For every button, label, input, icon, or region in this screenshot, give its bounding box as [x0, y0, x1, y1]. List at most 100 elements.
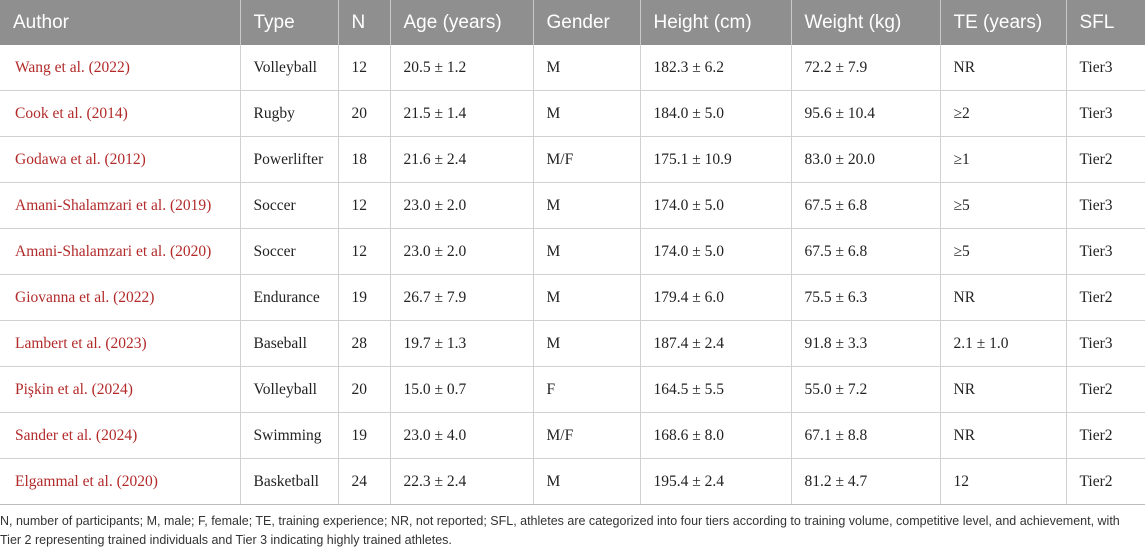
table-cell: 19.7 ± 1.3 [390, 320, 534, 367]
table-cell: 15.0 ± 0.7 [390, 366, 534, 413]
table-cell: Tier2 [1066, 136, 1145, 183]
table-cell: 168.6 ± 8.0 [640, 412, 792, 459]
table-row: Cook et al. (2014) Rugby 20 21.5 ± 1.4 M 184.… [0, 90, 1145, 137]
table-cell: 23.0 ± 4.0 [390, 412, 534, 459]
table-cell: F [533, 366, 641, 413]
table-cell: NR [940, 366, 1067, 413]
table-cell: 26.7 ± 7.9 [390, 274, 534, 321]
table-cell: 12 [338, 45, 391, 91]
table-cell: Rugby [240, 90, 339, 137]
table-cell: Tier3 [1066, 182, 1145, 229]
table-cell: Tier3 [1066, 90, 1145, 137]
table-row: Godawa et al. (2012) Powerlifter 18 21.6 ± … [0, 136, 1145, 183]
table-cell: 20 [338, 366, 391, 413]
table-cell: 23.0 ± 2.0 [390, 228, 534, 275]
column-header: Weight (kg) [791, 0, 941, 45]
table-cell: ≥2 [940, 90, 1067, 137]
header-row: Author Type N Age (years) Gender Height (cm) W… [0, 0, 1145, 45]
table-cell: 28 [338, 320, 391, 367]
column-header: N [338, 0, 391, 45]
table-cell: 175.1 ± 10.9 [640, 136, 792, 183]
table-cell: 18 [338, 136, 391, 183]
table-cell: 23.0 ± 2.0 [390, 182, 534, 229]
table-cell: 83.0 ± 20.0 [791, 136, 941, 183]
table-row: Sander et al. (2024) Swimming 19 23.0 ± 4.0… [0, 412, 1145, 459]
column-header: Author [0, 0, 241, 45]
table-cell: M [533, 320, 641, 367]
table-cell: M [533, 228, 641, 275]
table-cell: M [533, 458, 641, 505]
table-cell: 179.4 ± 6.0 [640, 274, 792, 321]
table-row: Amani-Shalamzari et al. (2020) Soccer 12 23… [0, 228, 1145, 275]
table-cell: ≥5 [940, 182, 1067, 229]
table-cell: NR [940, 45, 1067, 91]
table-cell: NR [940, 412, 1067, 459]
table-cell: 22.3 ± 2.4 [390, 458, 534, 505]
table-cell: M [533, 45, 641, 91]
table-cell: M [533, 274, 641, 321]
column-header: Age (years) [390, 0, 534, 45]
table-cell: M [533, 182, 641, 229]
author-link[interactable]: Giovanna et al. (2022) [0, 274, 241, 321]
table-cell: 2.1 ± 1.0 [940, 320, 1067, 367]
table-cell: Powerlifter [240, 136, 339, 183]
table-cell: 184.0 ± 5.0 [640, 90, 792, 137]
table-row: Lambert et al. (2023) Baseball 28 19.7 ± 1.… [0, 320, 1145, 367]
author-link[interactable]: Wang et al. (2022) [0, 45, 241, 91]
table-cell: 21.6 ± 2.4 [390, 136, 534, 183]
table-cell: 187.4 ± 2.4 [640, 320, 792, 367]
author-link[interactable]: Pişkin et al. (2024) [0, 366, 241, 413]
table-cell: 195.4 ± 2.4 [640, 458, 792, 505]
table-row: Pişkin et al. (2024) Volleyball 20 15.0 ± 0… [0, 366, 1145, 413]
table-cell: 67.1 ± 8.8 [791, 412, 941, 459]
table-cell: 19 [338, 412, 391, 459]
table-cell: Tier3 [1066, 45, 1145, 91]
table-cell: ≥1 [940, 136, 1067, 183]
table-cell: 20 [338, 90, 391, 137]
table-cell: 67.5 ± 6.8 [791, 228, 941, 275]
author-link[interactable]: Lambert et al. (2023) [0, 320, 241, 367]
table-cell: 20.5 ± 1.2 [390, 45, 534, 91]
table-cell: NR [940, 274, 1067, 321]
author-link[interactable]: Amani-Shalamzari et al. (2020) [0, 228, 241, 275]
author-link[interactable]: Elgammal et al. (2020) [0, 458, 241, 505]
table-cell: Baseball [240, 320, 339, 367]
table-cell: 19 [338, 274, 391, 321]
table-cell: 72.2 ± 7.9 [791, 45, 941, 91]
table-row: Elgammal et al. (2020) Basketball 24 22.3 ±… [0, 458, 1145, 505]
table-cell: 81.2 ± 4.7 [791, 458, 941, 505]
table-cell: Volleyball [240, 45, 339, 91]
table-cell: Volleyball [240, 366, 339, 413]
table-cell: Tier2 [1066, 366, 1145, 413]
table-cell: 67.5 ± 6.8 [791, 182, 941, 229]
author-link[interactable]: Cook et al. (2014) [0, 90, 241, 137]
column-header: Type [240, 0, 339, 45]
table-cell: 12 [940, 458, 1067, 505]
table-cell: Endurance [240, 274, 339, 321]
table-cell: 174.0 ± 5.0 [640, 228, 792, 275]
table-row: Wang et al. (2022) Volleyball 12 20.5 ± 1.2… [0, 45, 1145, 91]
table-row: Giovanna et al. (2022) Endurance 19 26.7 ± … [0, 274, 1145, 321]
table-cell: 91.8 ± 3.3 [791, 320, 941, 367]
table-cell: 55.0 ± 7.2 [791, 366, 941, 413]
table-footnote: N, number of participants; M, male; F, f… [0, 514, 1120, 547]
table-cell: Tier2 [1066, 274, 1145, 321]
table-row: Amani-Shalamzari et al. (2019) Soccer 12 23… [0, 182, 1145, 229]
author-link[interactable]: Amani-Shalamzari et al. (2019) [0, 182, 241, 229]
table-cell: 174.0 ± 5.0 [640, 182, 792, 229]
table-cell: Tier2 [1066, 412, 1145, 459]
table-cell: 75.5 ± 6.3 [791, 274, 941, 321]
table-cell: Swimming [240, 412, 339, 459]
table-cell: M/F [533, 136, 641, 183]
table-cell: 21.5 ± 1.4 [390, 90, 534, 137]
table-cell: Tier3 [1066, 320, 1145, 367]
author-link[interactable]: Godawa et al. (2012) [0, 136, 241, 183]
table-header: Author Type N Age (years) Gender Height (cm) W… [0, 0, 1145, 45]
author-link[interactable]: Sander et al. (2024) [0, 412, 241, 459]
table-cell: Tier3 [1066, 228, 1145, 275]
table-cell: Soccer [240, 182, 339, 229]
table-body: Wang et al. (2022) Volleyball 12 20.5 ± 1.2… [0, 45, 1145, 505]
table-cell: 182.3 ± 6.2 [640, 45, 792, 91]
table-cell: Soccer [240, 228, 339, 275]
table-cell: 24 [338, 458, 391, 505]
